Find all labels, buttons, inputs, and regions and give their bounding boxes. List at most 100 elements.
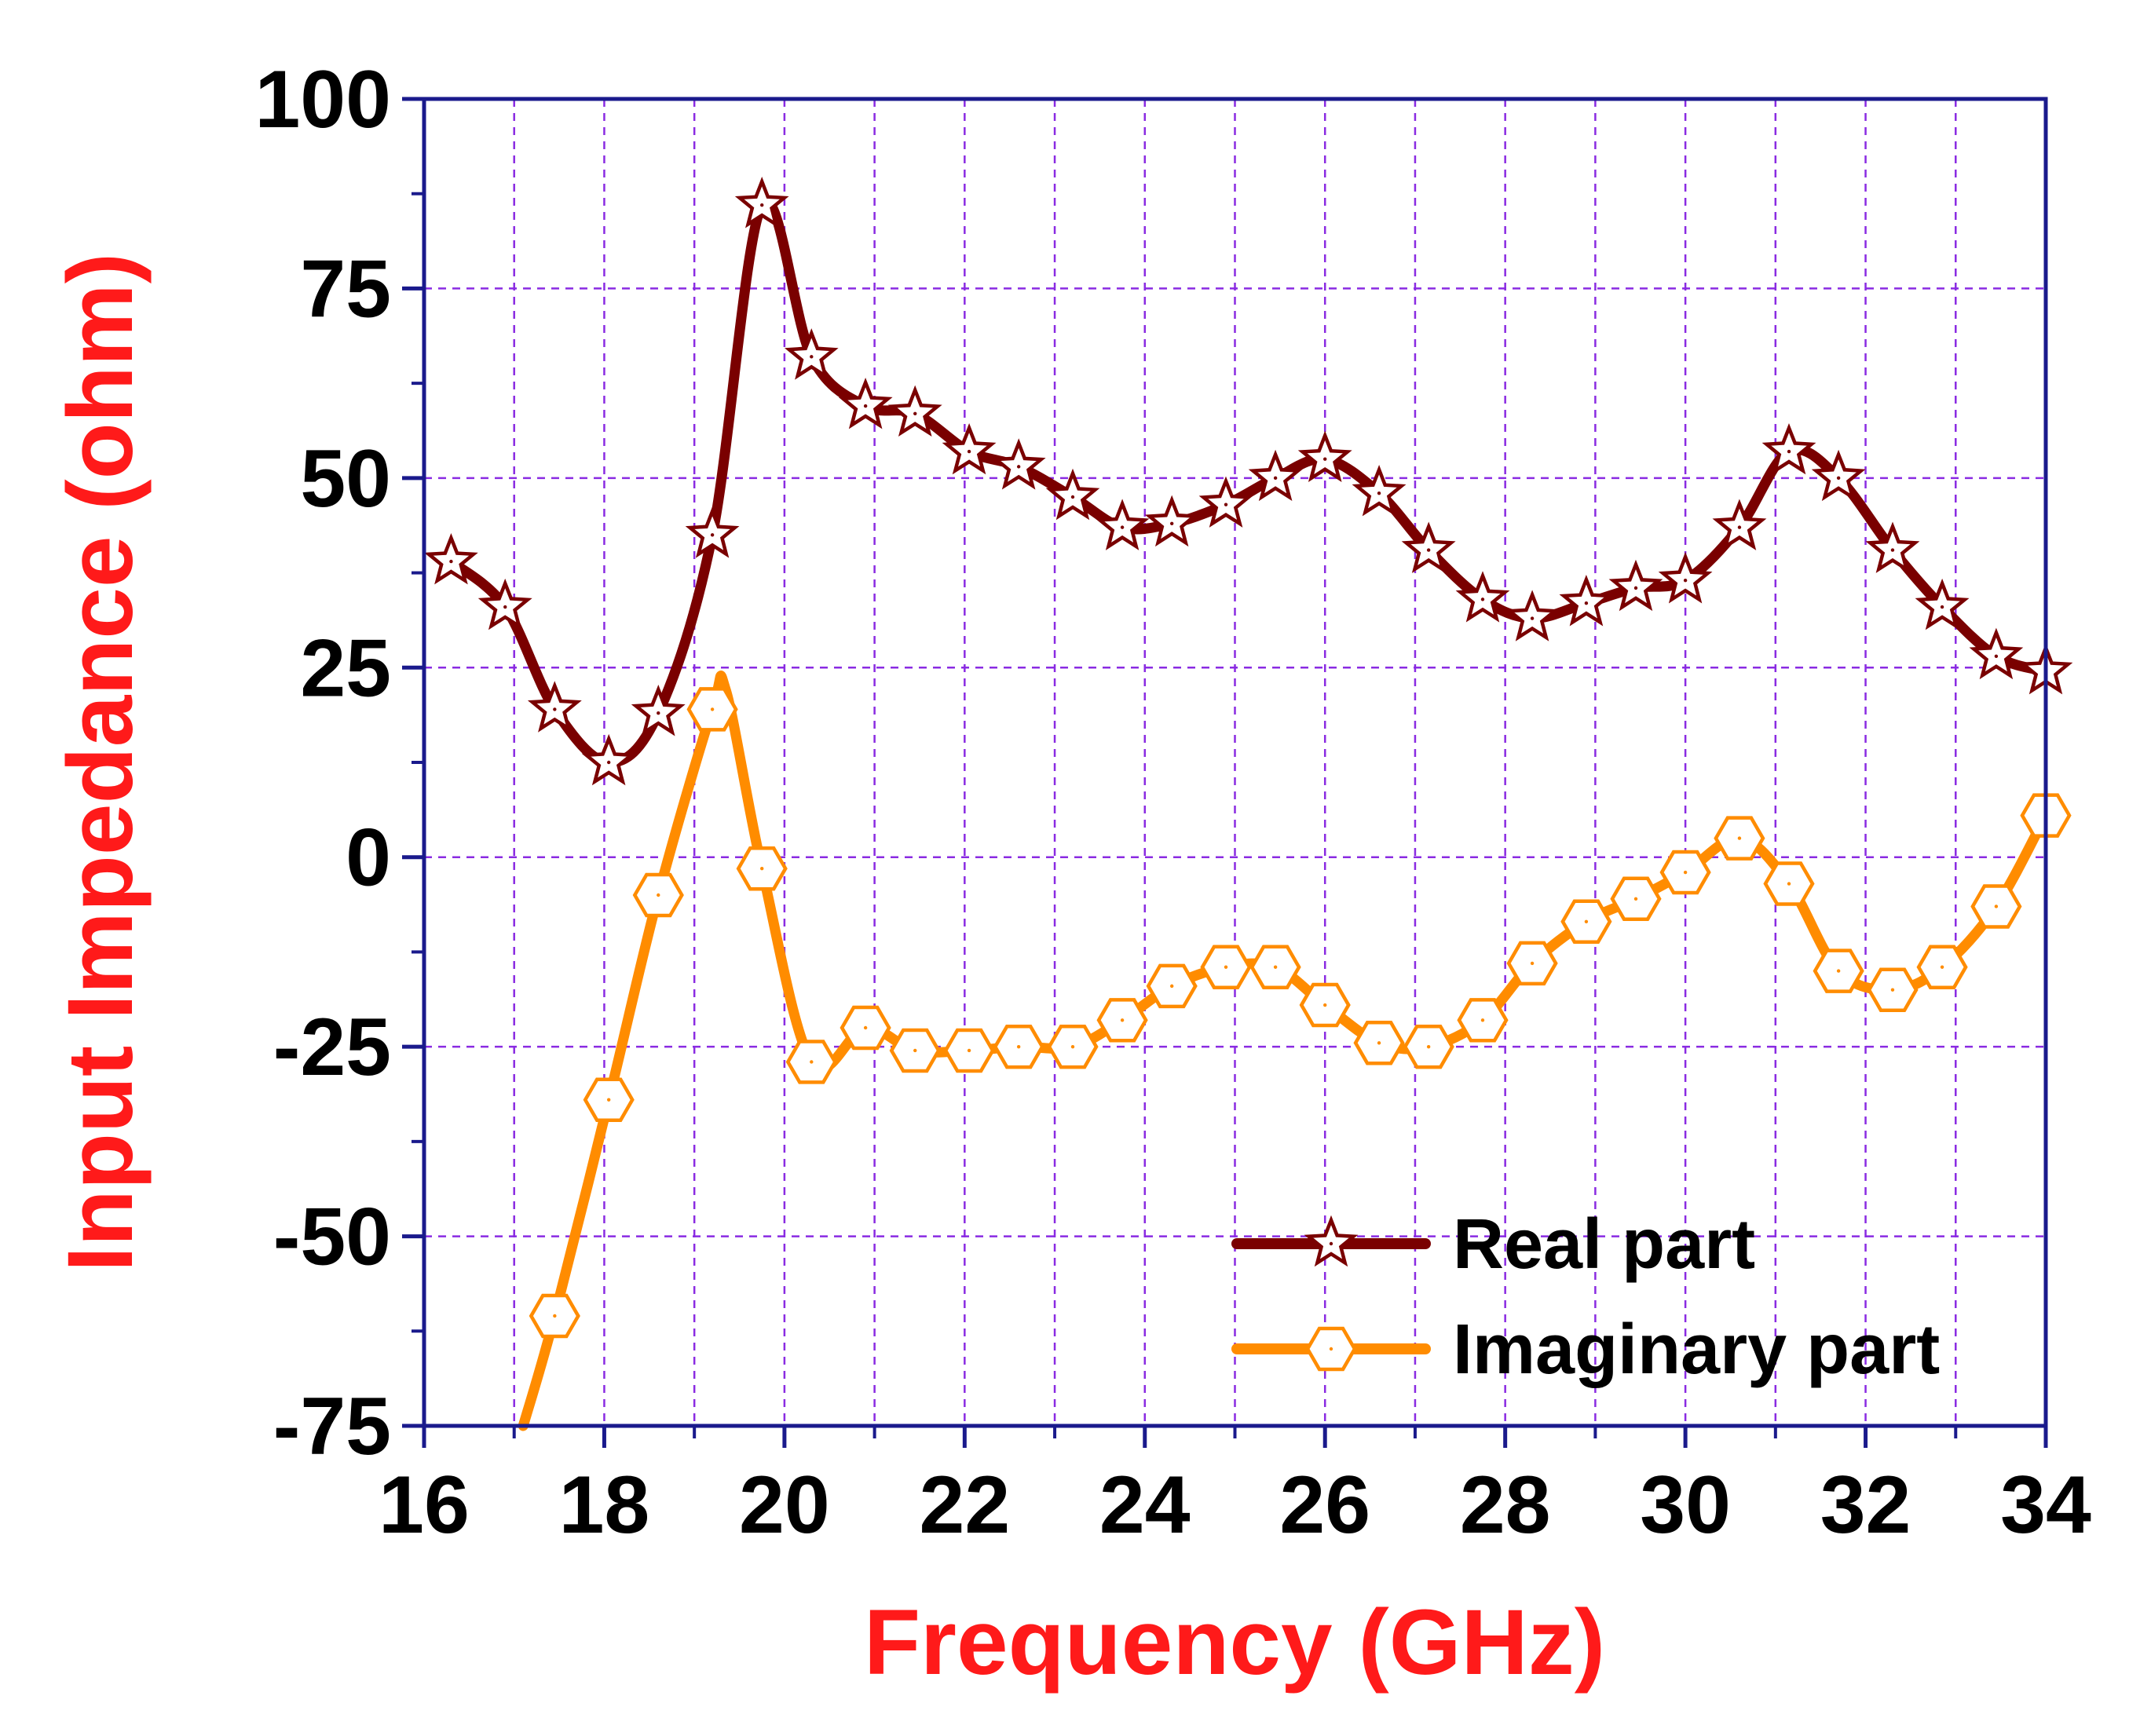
star-icon: [887, 385, 942, 437]
x-tick-label: 32: [1820, 1460, 1911, 1551]
data-point-real: [991, 438, 1046, 490]
x-tick-label: 18: [559, 1460, 650, 1551]
data-point-imaginary: [889, 1028, 941, 1073]
data-point-imaginary: [736, 846, 788, 891]
data-point-real: [1297, 430, 1352, 483]
y-tick-label: -25: [273, 1002, 391, 1093]
data-point-real: [1608, 559, 1663, 612]
star-icon: [1455, 571, 1510, 623]
data-point-real: [1712, 499, 1767, 550]
x-tick-label: 34: [2000, 1460, 2091, 1551]
star-icon: [942, 422, 997, 475]
marker-center-dot: [1323, 457, 1327, 461]
star-icon: [1401, 521, 1456, 573]
star-icon: [1658, 552, 1713, 604]
marker-center-dot: [1016, 1044, 1021, 1049]
data-point-imaginary: [1610, 876, 1662, 922]
marker-center-dot: [913, 411, 917, 415]
data-point-imaginary: [1353, 1021, 1405, 1065]
legend-marker-real: [1304, 1215, 1359, 1267]
data-point-real: [1969, 627, 2024, 680]
data-point-imaginary: [1763, 861, 1815, 906]
series-layer: [424, 177, 2073, 1431]
marker-center-dot: [1120, 525, 1125, 529]
star-icon: [1915, 578, 1970, 630]
star-icon: [1559, 575, 1614, 627]
y-tick-label: -50: [273, 1192, 391, 1283]
marker-center-dot: [1787, 449, 1791, 454]
x-tick-label: 28: [1460, 1460, 1551, 1551]
marker-center-dot: [1633, 897, 1638, 901]
star-icon: [991, 438, 1046, 490]
star-icon: [1811, 449, 1866, 502]
star-icon: [527, 681, 582, 733]
x-tick-label: 26: [1279, 1460, 1370, 1551]
marker-center-dot: [1530, 616, 1535, 620]
marker-center-dot: [1329, 1347, 1333, 1351]
y-tick-label: 25: [300, 623, 391, 714]
marker-center-dot: [1323, 1003, 1327, 1007]
series-imaginary: [518, 671, 2072, 1431]
data-point-imaginary: [1560, 899, 1612, 945]
star-icon: [1304, 1215, 1359, 1267]
grid: [424, 99, 2046, 1426]
marker-center-dot: [1070, 495, 1075, 499]
data-point-imaginary: [993, 1024, 1044, 1069]
marker-center-dot: [449, 559, 453, 564]
marker-center-dot: [1737, 836, 1742, 840]
star-icon: [1712, 499, 1767, 550]
data-point-imaginary: [1813, 948, 1864, 993]
marker-center-dot: [1273, 476, 1278, 481]
star-icon: [1608, 559, 1663, 612]
data-point-imaginary: [785, 1040, 837, 1084]
data-point-real: [1144, 495, 1199, 547]
marker-center-dot: [1890, 988, 1895, 992]
y-tick-label: 50: [300, 433, 391, 524]
data-point-real: [1455, 571, 1510, 623]
marker-center-dot: [1994, 654, 1999, 658]
marker-center-dot: [863, 404, 868, 408]
marker-center-dot: [606, 1098, 611, 1102]
data-point-imaginary: [1200, 945, 1252, 989]
marker-center-dot: [810, 1060, 814, 1064]
marker-center-dot: [1836, 969, 1841, 973]
marker-center-dot: [810, 355, 814, 359]
data-point-imaginary: [686, 687, 738, 732]
data-point-real: [1658, 552, 1713, 604]
data-point-real: [1401, 521, 1456, 573]
data-point-real: [1352, 465, 1407, 517]
data-point-real: [1865, 521, 1920, 573]
star-icon: [1248, 449, 1303, 502]
marker-center-dot: [1584, 919, 1589, 924]
marker-center-dot: [1633, 586, 1638, 590]
series-real: [424, 177, 2073, 786]
marker-center-dot: [1169, 984, 1174, 989]
marker-center-dot: [1836, 476, 1841, 481]
legend: Real part Imaginary part: [1231, 1205, 1940, 1389]
star-icon: [1144, 495, 1199, 547]
data-point-imaginary: [583, 1077, 635, 1122]
data-point-real: [631, 685, 686, 736]
data-point-imaginary: [1047, 1024, 1099, 1069]
marker-center-dot: [1787, 882, 1791, 886]
marker-center-dot: [1480, 1018, 1485, 1022]
data-point-imaginary: [632, 872, 684, 918]
data-point-imaginary: [1146, 963, 1198, 1009]
marker-center-dot: [1273, 965, 1278, 969]
data-point-real: [1915, 578, 1970, 630]
data-point-real: [784, 328, 839, 380]
star-icon: [1198, 476, 1253, 528]
marker-center-dot: [967, 1048, 971, 1053]
star-icon: [477, 578, 532, 630]
data-point-imaginary: [1659, 850, 1711, 895]
star-icon: [734, 177, 789, 228]
x-axis-title: Frequency (GHz): [864, 1591, 1605, 1694]
y-tick-label: 0: [346, 813, 391, 904]
data-point-imaginary: [840, 1005, 891, 1051]
marker-center-dot: [1890, 548, 1895, 552]
star-icon: [1505, 590, 1560, 641]
data-point-real: [1095, 499, 1150, 550]
y-tick-label: 75: [300, 243, 391, 334]
marker-center-dot: [1940, 605, 1944, 609]
